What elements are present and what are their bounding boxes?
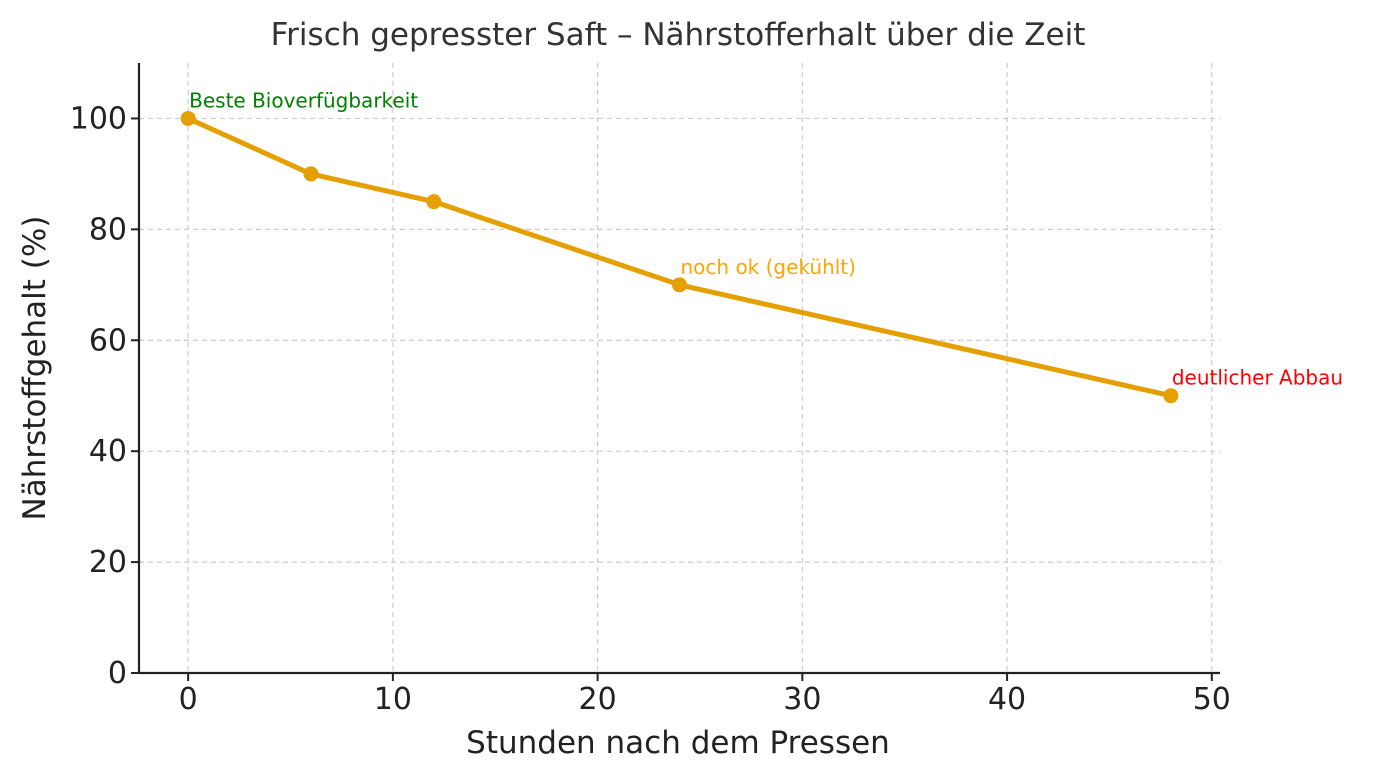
annotation-label: deutlicher Abbau: [1172, 366, 1343, 390]
series-line: [185, 115, 1174, 399]
data-point: [1163, 388, 1179, 404]
x-tick-label: 0: [179, 682, 198, 717]
y-tick-label: 100: [70, 101, 127, 136]
y-tick-label: 40: [89, 434, 127, 469]
annotation-label: Beste Bioverfügbarkeit: [189, 88, 418, 112]
x-tick-label: 30: [783, 682, 821, 717]
y-axis-label: Nährstoffgehalt (%): [17, 216, 53, 521]
annotation-label: noch ok (gekühlt): [681, 255, 856, 279]
data-point: [672, 277, 687, 293]
data-point: [180, 110, 196, 126]
x-tick-label: 20: [579, 682, 617, 717]
chart-title: Frisch gepresster Saft – Nährstofferhalt…: [271, 17, 1086, 53]
grid-layer: [139, 63, 1220, 673]
x-axis-label: Stunden nach dem Pressen: [466, 725, 890, 761]
x-tick-label: 10: [374, 682, 412, 717]
y-tick-label: 0: [108, 656, 127, 691]
data-point: [426, 194, 442, 210]
y-tick-label: 20: [89, 545, 127, 580]
x-tick-label: 40: [988, 682, 1026, 717]
annotation-layer: Beste Bioverfügbarkeit noch ok (gekühlt) d…: [189, 88, 1343, 389]
y-tick-label: 60: [89, 323, 127, 358]
data-point: [303, 166, 319, 182]
ticks-layer: 0 10 20 30 40 50 0 20 40 60 80 100: [70, 101, 1231, 717]
x-tick-label: 50: [1193, 682, 1231, 717]
series-layer: [180, 110, 1179, 404]
y-tick-label: 80: [89, 212, 127, 247]
